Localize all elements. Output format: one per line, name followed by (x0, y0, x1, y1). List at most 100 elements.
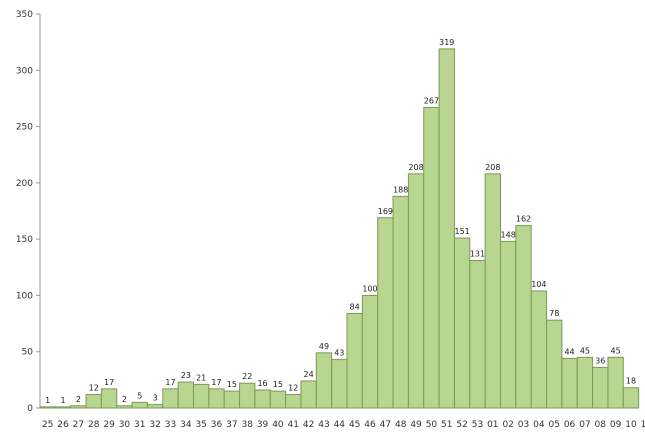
y-tick-label: 250 (16, 123, 33, 133)
bar (423, 106, 440, 409)
data-label: 162 (516, 215, 531, 224)
x-tick-label: 35 (195, 420, 206, 430)
y-tick-label: 0 (27, 404, 33, 414)
bar (346, 312, 363, 409)
x-tick-label: 45 (349, 420, 360, 430)
data-label: 188 (393, 185, 408, 194)
bar (407, 173, 425, 409)
x-tick-label: 06 (564, 420, 576, 430)
data-label: 18 (626, 377, 636, 386)
bar (100, 388, 118, 409)
bar (331, 359, 348, 409)
data-label: 1 (45, 396, 50, 405)
data-label: 2 (122, 395, 127, 404)
x-tick-label: 27 (73, 420, 84, 430)
x-tick-label: 51 (441, 420, 452, 430)
x-tick-label: 03 (518, 420, 529, 430)
x-tick-label: 37 (226, 420, 237, 430)
y-tick-label: 100 (16, 291, 33, 301)
data-label: 148 (501, 230, 516, 239)
x-tick-label: 33 (165, 420, 176, 430)
data-label: 15 (273, 380, 283, 389)
x-tick-label: 08 (595, 420, 607, 430)
y-tick-label: 50 (22, 348, 34, 358)
x-tick-label: 26 (57, 420, 69, 430)
x-tick-label: 02 (502, 420, 513, 430)
x-tick-label: 28 (88, 420, 100, 430)
data-label: 267 (424, 96, 439, 105)
data-label: 17 (211, 378, 221, 387)
data-label: 22 (242, 372, 252, 381)
data-label: 43 (334, 349, 344, 358)
data-label: 44 (564, 347, 574, 356)
y-tick-label: 200 (16, 179, 33, 189)
bar (177, 381, 194, 409)
x-tick-label: 46 (364, 420, 376, 430)
bar (54, 406, 72, 409)
x-tick-label: 25 (42, 420, 53, 430)
x-tick-label: 50 (426, 420, 438, 430)
x-tick-label: 07 (579, 420, 590, 430)
data-label: 78 (549, 309, 559, 318)
data-label: 21 (196, 373, 206, 382)
data-label: 100 (362, 284, 377, 293)
x-tick-label: 39 (257, 420, 269, 430)
data-label: 3 (153, 394, 158, 403)
data-label: 16 (257, 379, 267, 388)
x-tick-label: 01 (487, 420, 498, 430)
data-label: 36 (595, 356, 605, 365)
bar (530, 290, 548, 409)
data-label: 1 (60, 396, 65, 405)
data-label: 24 (304, 370, 314, 379)
data-label: 208 (485, 163, 500, 172)
x-tick-label: 44 (334, 420, 346, 430)
y-tick-label: 300 (16, 66, 33, 76)
bar (300, 380, 317, 409)
data-label: 169 (378, 207, 393, 216)
data-label: 131 (470, 250, 485, 259)
x-tick-label: 49 (410, 420, 422, 430)
data-label: 2 (76, 395, 81, 404)
bar (70, 405, 87, 409)
bar (500, 240, 517, 409)
data-label: 5 (137, 391, 142, 400)
y-tick-label: 350 (16, 10, 33, 20)
data-label: 45 (580, 346, 590, 355)
bar (269, 390, 287, 409)
bar (162, 388, 179, 409)
bar (469, 260, 486, 409)
x-tick-label: 32 (149, 420, 160, 430)
x-tick-label: 41 (288, 420, 299, 430)
bar (254, 389, 271, 409)
x-tick-label: 05 (548, 420, 559, 430)
x-tick-label: 47 (380, 420, 391, 430)
bar (239, 382, 256, 409)
data-label: 208 (408, 163, 423, 172)
x-tick-label: 04 (533, 420, 545, 430)
bar (561, 357, 578, 409)
data-label: 319 (439, 38, 454, 47)
bar (193, 383, 210, 409)
bar (85, 393, 102, 409)
data-label: 23 (181, 371, 191, 380)
data-label: 12 (89, 383, 99, 392)
bar (607, 356, 624, 409)
y-tick-label: 150 (16, 235, 33, 245)
bar (438, 48, 455, 409)
x-tick-label: 29 (103, 420, 115, 430)
x-tick-label: 42 (303, 420, 314, 430)
bar (116, 405, 133, 409)
x-tick-label: 52 (456, 420, 467, 430)
x-tick-label: 36 (211, 420, 223, 430)
x-tick-label: 09 (610, 420, 622, 430)
bar (315, 352, 333, 409)
x-tick-label: 43 (318, 420, 329, 430)
bar (223, 390, 241, 409)
bar (146, 404, 164, 409)
data-label: 17 (165, 378, 175, 387)
bar (484, 173, 501, 409)
data-label: 151 (454, 227, 469, 236)
bar (515, 225, 532, 409)
